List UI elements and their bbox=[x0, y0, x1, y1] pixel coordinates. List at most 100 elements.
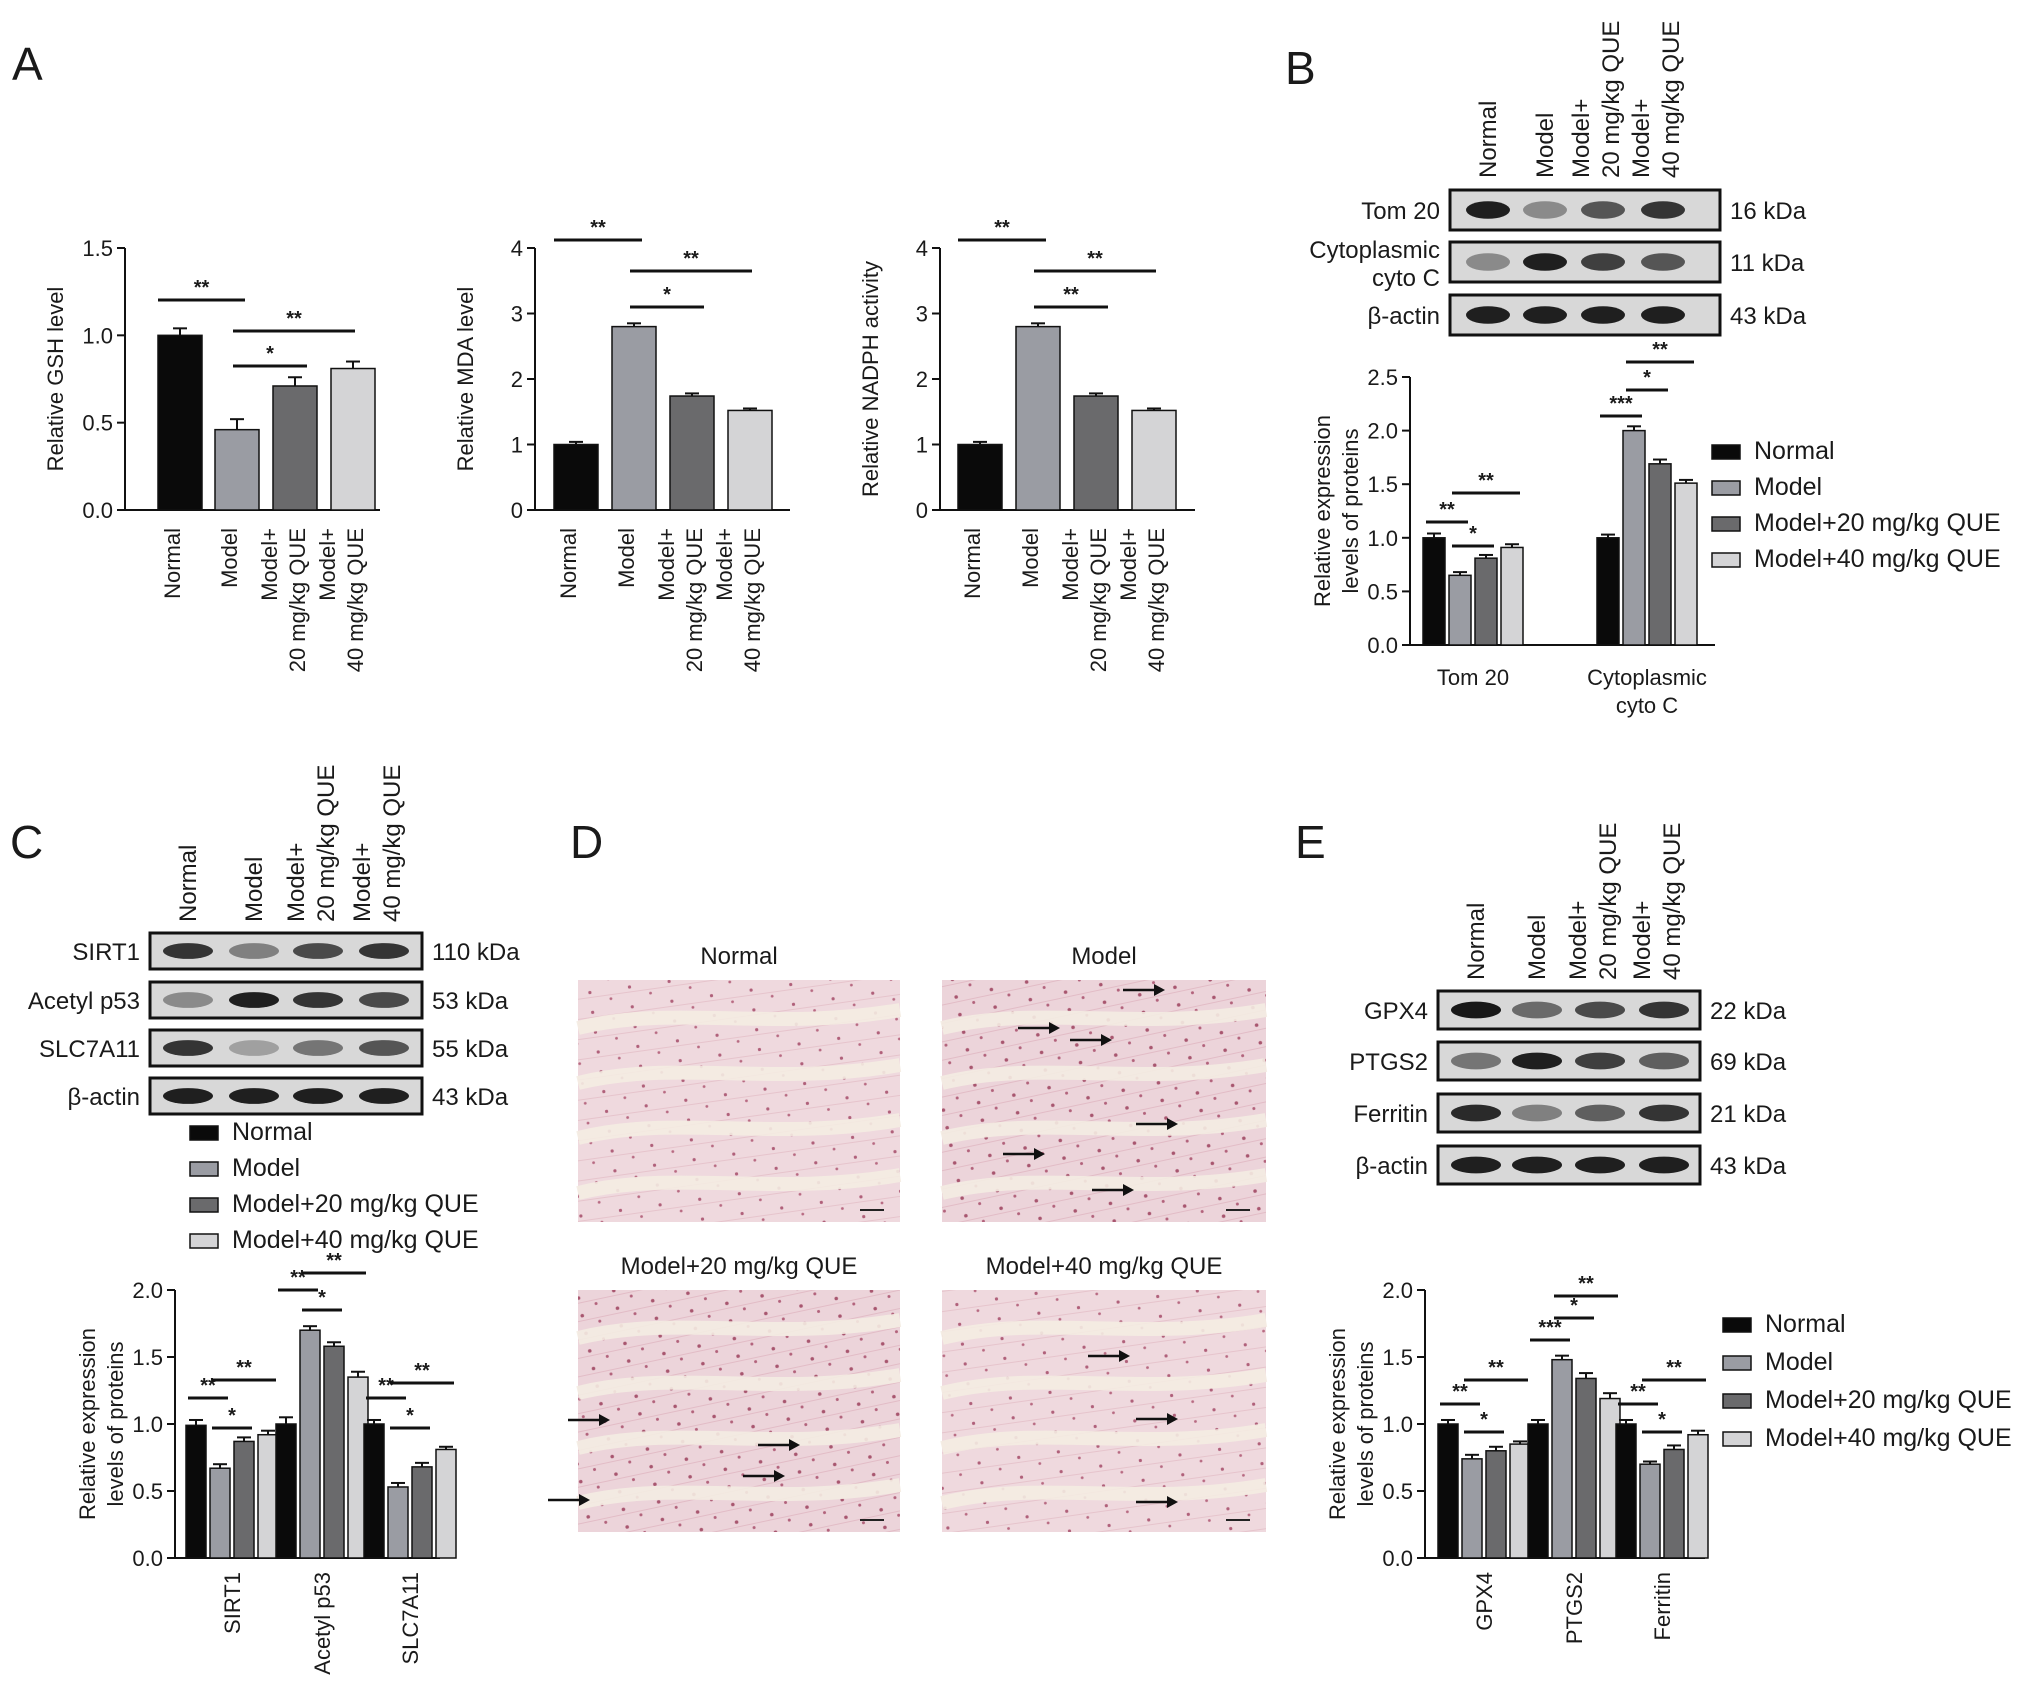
molecular-weight: 22 kDa bbox=[1710, 998, 1787, 1025]
blot-band bbox=[229, 943, 279, 959]
mda-bar-chart: 0 1 2 3 4 Relative MDA level Normal Model Model+… bbox=[453, 217, 790, 672]
y-tick-label: 2.0 bbox=[132, 1278, 163, 1303]
tissue-gap bbox=[576, 1313, 902, 1345]
bar bbox=[257, 1433, 279, 1559]
x-category-label: 40 mg/kg QUE bbox=[1144, 528, 1169, 672]
y-tick-label: 1.0 bbox=[82, 323, 113, 348]
blot-band bbox=[293, 1088, 343, 1104]
significance-marker: ** bbox=[326, 1250, 342, 1272]
blot-band bbox=[163, 992, 213, 1008]
arrow-head bbox=[1101, 1034, 1112, 1046]
bar bbox=[1674, 482, 1698, 646]
y-tick-label: 2.0 bbox=[1367, 419, 1398, 444]
legend-label: Normal bbox=[1754, 437, 1835, 465]
blot-band bbox=[1451, 1156, 1501, 1174]
lane-label: 40 mg/kg QUE bbox=[1659, 823, 1686, 980]
legend-label: Model+20 mg/kg QUE bbox=[1765, 1386, 2012, 1414]
significance-marker: ** bbox=[1087, 248, 1103, 270]
blot-band bbox=[1581, 253, 1625, 271]
y-axis-label: Relative expression bbox=[75, 1328, 100, 1520]
tissue-gap bbox=[940, 1313, 1268, 1345]
molecular-weight: 110 kDa bbox=[432, 939, 520, 966]
bar bbox=[957, 443, 1003, 511]
blot-band bbox=[1523, 253, 1567, 271]
blot-row-label: Ferritin bbox=[1353, 1101, 1428, 1128]
legend-swatch bbox=[1722, 1317, 1752, 1333]
ferroptosis-protein-bar-chart: 0.0 0.5 1.0 1.5 2.0 Relative expression levels… bbox=[1325, 1273, 1709, 1644]
blot-row-label: cyto C bbox=[1372, 265, 1440, 292]
y-tick-label: 1 bbox=[511, 433, 523, 458]
blot-band bbox=[229, 1040, 279, 1056]
molecular-weight: 21 kDa bbox=[1710, 1101, 1787, 1128]
western-blot-b: Normal Model Model+ 20 mg/kg QUE Model+ 40 mg… bbox=[1309, 21, 1807, 337]
bar bbox=[1687, 1433, 1709, 1559]
y-axis-label: levels of proteins bbox=[103, 1341, 128, 1506]
tissue-gap bbox=[940, 1003, 1268, 1035]
panel-label-a: A bbox=[12, 38, 43, 90]
bar bbox=[1639, 1463, 1661, 1559]
blot-band bbox=[1466, 201, 1510, 219]
blot-row-label: PTGS2 bbox=[1349, 1049, 1428, 1076]
y-tick-label: 1 bbox=[916, 433, 928, 458]
lane-label: Model+ bbox=[1568, 99, 1595, 178]
significance-marker: ** bbox=[378, 1375, 394, 1397]
legend-label: Model bbox=[1765, 1348, 1833, 1376]
legend-label: Model+40 mg/kg QUE bbox=[232, 1226, 479, 1254]
panel-label-c: C bbox=[10, 816, 43, 868]
legend-swatch bbox=[1711, 444, 1741, 460]
blot-row-label: Cytoplasmic bbox=[1309, 237, 1440, 264]
significance-marker: ** bbox=[683, 248, 699, 270]
legend-swatch bbox=[1711, 516, 1741, 532]
bar bbox=[1461, 1458, 1483, 1559]
bar bbox=[299, 1329, 321, 1559]
legend-e: Normal Model Model+20 mg/kg QUE Model+40 mg… bbox=[1722, 1310, 2012, 1452]
blot-row-label: GPX4 bbox=[1364, 998, 1428, 1025]
bar bbox=[1596, 537, 1620, 646]
blot-band bbox=[1641, 201, 1685, 219]
bar bbox=[1615, 1423, 1637, 1559]
blot-band bbox=[1639, 1001, 1689, 1019]
tissue-gap bbox=[576, 1423, 902, 1455]
significance-marker: * bbox=[318, 1287, 326, 1309]
bar bbox=[323, 1345, 345, 1559]
blot-band bbox=[229, 1088, 279, 1104]
lane-label: 20 mg/kg QUE bbox=[1598, 21, 1625, 178]
y-tick-label: 1.0 bbox=[1382, 1412, 1413, 1437]
blot-row-label: SIRT1 bbox=[72, 939, 140, 966]
arrow-head bbox=[1123, 1184, 1134, 1196]
bar bbox=[233, 1440, 255, 1559]
bar bbox=[1648, 463, 1672, 646]
y-tick-label: 1.0 bbox=[132, 1412, 163, 1437]
significance-marker: ** bbox=[194, 277, 210, 299]
bar bbox=[1015, 325, 1061, 511]
x-category-label: 20 mg/kg QUE bbox=[1086, 528, 1111, 672]
y-tick-label: 0.0 bbox=[1382, 1546, 1413, 1571]
panel-label-b: B bbox=[1285, 42, 1316, 94]
x-category-label: Model bbox=[217, 528, 242, 588]
x-category-label: SIRT1 bbox=[220, 1572, 245, 1634]
histology-panel: Normal Model Model+20 mg/kg QUE Model+40 mg… bbox=[548, 943, 1268, 1532]
x-category-label: 40 mg/kg QUE bbox=[343, 528, 368, 672]
y-tick-label: 0.0 bbox=[132, 1546, 163, 1571]
legend-swatch bbox=[189, 1197, 219, 1213]
x-category-label: cyto C bbox=[1616, 693, 1678, 718]
arrow-head bbox=[1049, 1022, 1060, 1034]
lane-label: Model bbox=[241, 857, 268, 922]
bar bbox=[1448, 574, 1472, 646]
y-axis-label: levels of proteins bbox=[1338, 428, 1363, 593]
tissue-gap bbox=[940, 1168, 1268, 1200]
arrow-head bbox=[774, 1470, 785, 1482]
blot-band bbox=[1451, 1001, 1501, 1019]
significance-marker: ** bbox=[1578, 1273, 1594, 1295]
blot-band bbox=[1575, 1001, 1625, 1019]
y-tick-label: 3 bbox=[511, 302, 523, 327]
histology-title: Model+20 mg/kg QUE bbox=[621, 1253, 858, 1280]
bar bbox=[1474, 557, 1498, 646]
significance-marker: ** bbox=[286, 308, 302, 330]
x-category-label: GPX4 bbox=[1472, 1572, 1497, 1631]
lane-label: Model+ bbox=[1628, 99, 1655, 178]
blot-band bbox=[1451, 1052, 1501, 1070]
bar bbox=[272, 385, 318, 511]
western-blot-c: Normal Model Model+ 20 mg/kg QUE Model+ 40 mg… bbox=[28, 765, 520, 1116]
molecular-weight: 43 kDa bbox=[1710, 1153, 1787, 1180]
